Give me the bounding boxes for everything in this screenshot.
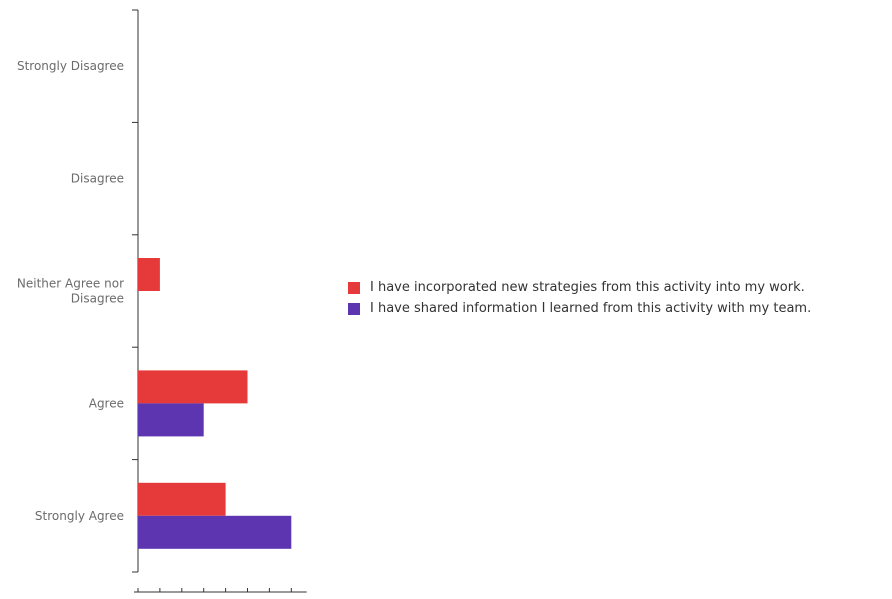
category-label: Disagree	[71, 172, 124, 186]
bar-incorporated	[138, 258, 160, 291]
category-label: Strongly Agree	[35, 509, 124, 523]
legend-item: I have incorporated new strategies from …	[348, 277, 811, 298]
legend-item: I have shared information I learned from…	[348, 298, 811, 319]
legend-swatch	[348, 302, 360, 315]
category-label: Strongly Disagree	[17, 59, 124, 73]
category-label: Neither Agree nor Disagree	[17, 277, 124, 306]
bar-incorporated	[138, 370, 248, 404]
legend-label: I have incorporated new strategies from …	[370, 280, 805, 295]
legend-swatch	[348, 281, 360, 294]
bar-shared	[138, 515, 292, 549]
legend-label: I have shared information I learned from…	[370, 301, 812, 316]
bar-incorporated	[138, 482, 226, 516]
chart-legend: I have incorporated new strategies from …	[348, 277, 811, 319]
bar-shared	[138, 403, 204, 437]
category-label: Agree	[89, 396, 124, 410]
